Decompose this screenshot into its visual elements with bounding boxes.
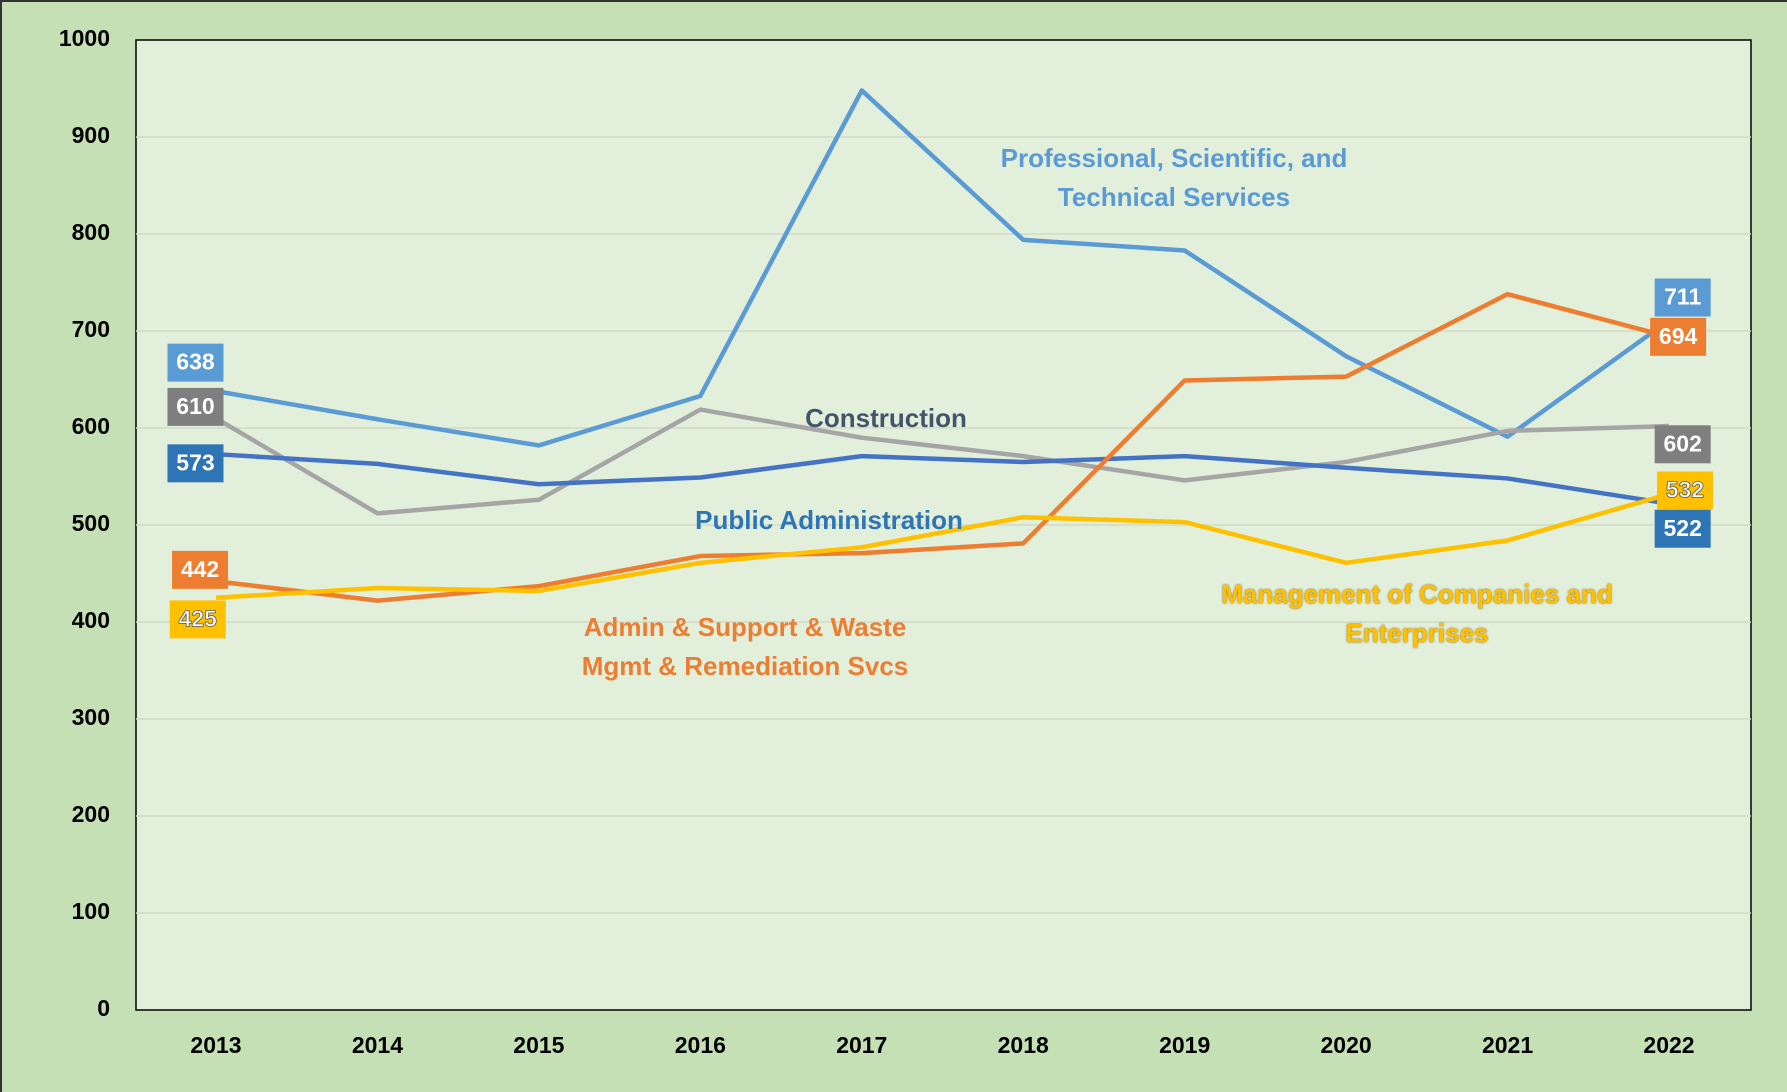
series-line bbox=[215, 88, 1671, 448]
y-tick-label: 800 bbox=[72, 219, 110, 245]
data-label-box bbox=[1656, 471, 1713, 510]
x-tick-label: 2016 bbox=[675, 1032, 726, 1058]
data-label: 442 bbox=[181, 556, 219, 582]
series-name: Public Administration bbox=[695, 505, 963, 535]
y-tick-label: 300 bbox=[72, 704, 110, 730]
series-name: Management of Companies and Enterprises bbox=[1221, 579, 1613, 648]
data-label-box bbox=[1654, 425, 1711, 464]
series-line bbox=[215, 451, 1670, 506]
x-tick-label: 2013 bbox=[190, 1032, 241, 1058]
y-tick-label: 200 bbox=[72, 801, 110, 827]
x-tick-label: 2015 bbox=[513, 1032, 564, 1058]
data-label: 711 bbox=[1664, 284, 1701, 310]
data-label: 573 bbox=[176, 449, 214, 475]
data-label: 610 bbox=[176, 393, 214, 419]
data-label: 522 bbox=[1663, 515, 1701, 541]
series-name: Construction bbox=[805, 403, 967, 433]
data-label-box bbox=[167, 387, 224, 426]
y-tick-label: 1000 bbox=[59, 25, 110, 51]
y-tick-label: 700 bbox=[72, 316, 110, 342]
series-line bbox=[214, 407, 1670, 516]
y-tick-label: 500 bbox=[72, 510, 110, 536]
x-tick-label: 2021 bbox=[1482, 1032, 1533, 1058]
data-label: 532 bbox=[1666, 477, 1704, 503]
data-label-box bbox=[1650, 317, 1707, 356]
x-tick-label: 2014 bbox=[352, 1032, 403, 1058]
series-name: Professional, Scientific, and Technical … bbox=[1000, 143, 1348, 212]
data-label-box bbox=[1654, 509, 1711, 548]
data-label: 694 bbox=[1659, 323, 1698, 349]
x-tick-label: 2020 bbox=[1321, 1032, 1372, 1058]
x-tick-label: 2019 bbox=[1159, 1032, 1210, 1058]
y-tick-label: 900 bbox=[72, 122, 110, 148]
x-tick-label: 2018 bbox=[998, 1032, 1049, 1058]
y-tick-label: 400 bbox=[72, 607, 110, 633]
data-label: 638 bbox=[176, 349, 215, 375]
data-label-box bbox=[172, 550, 229, 589]
series-name: Admin & Support & Waste Mgmt & Remediati… bbox=[581, 612, 909, 681]
data-label-box bbox=[169, 600, 226, 639]
y-tick-label: 600 bbox=[72, 413, 110, 439]
data-label-box bbox=[167, 343, 224, 382]
series-line bbox=[215, 291, 1670, 603]
x-tick-label: 2017 bbox=[836, 1032, 887, 1058]
series-line bbox=[215, 491, 1670, 600]
data-label-box bbox=[1654, 278, 1711, 317]
x-tick-label: 2022 bbox=[1643, 1032, 1694, 1058]
data-label: 425 bbox=[179, 605, 218, 631]
y-tick-label: 0 bbox=[97, 995, 110, 1021]
data-label: 602 bbox=[1663, 430, 1701, 456]
y-tick-label: 100 bbox=[72, 898, 110, 924]
data-label-box bbox=[167, 444, 224, 483]
